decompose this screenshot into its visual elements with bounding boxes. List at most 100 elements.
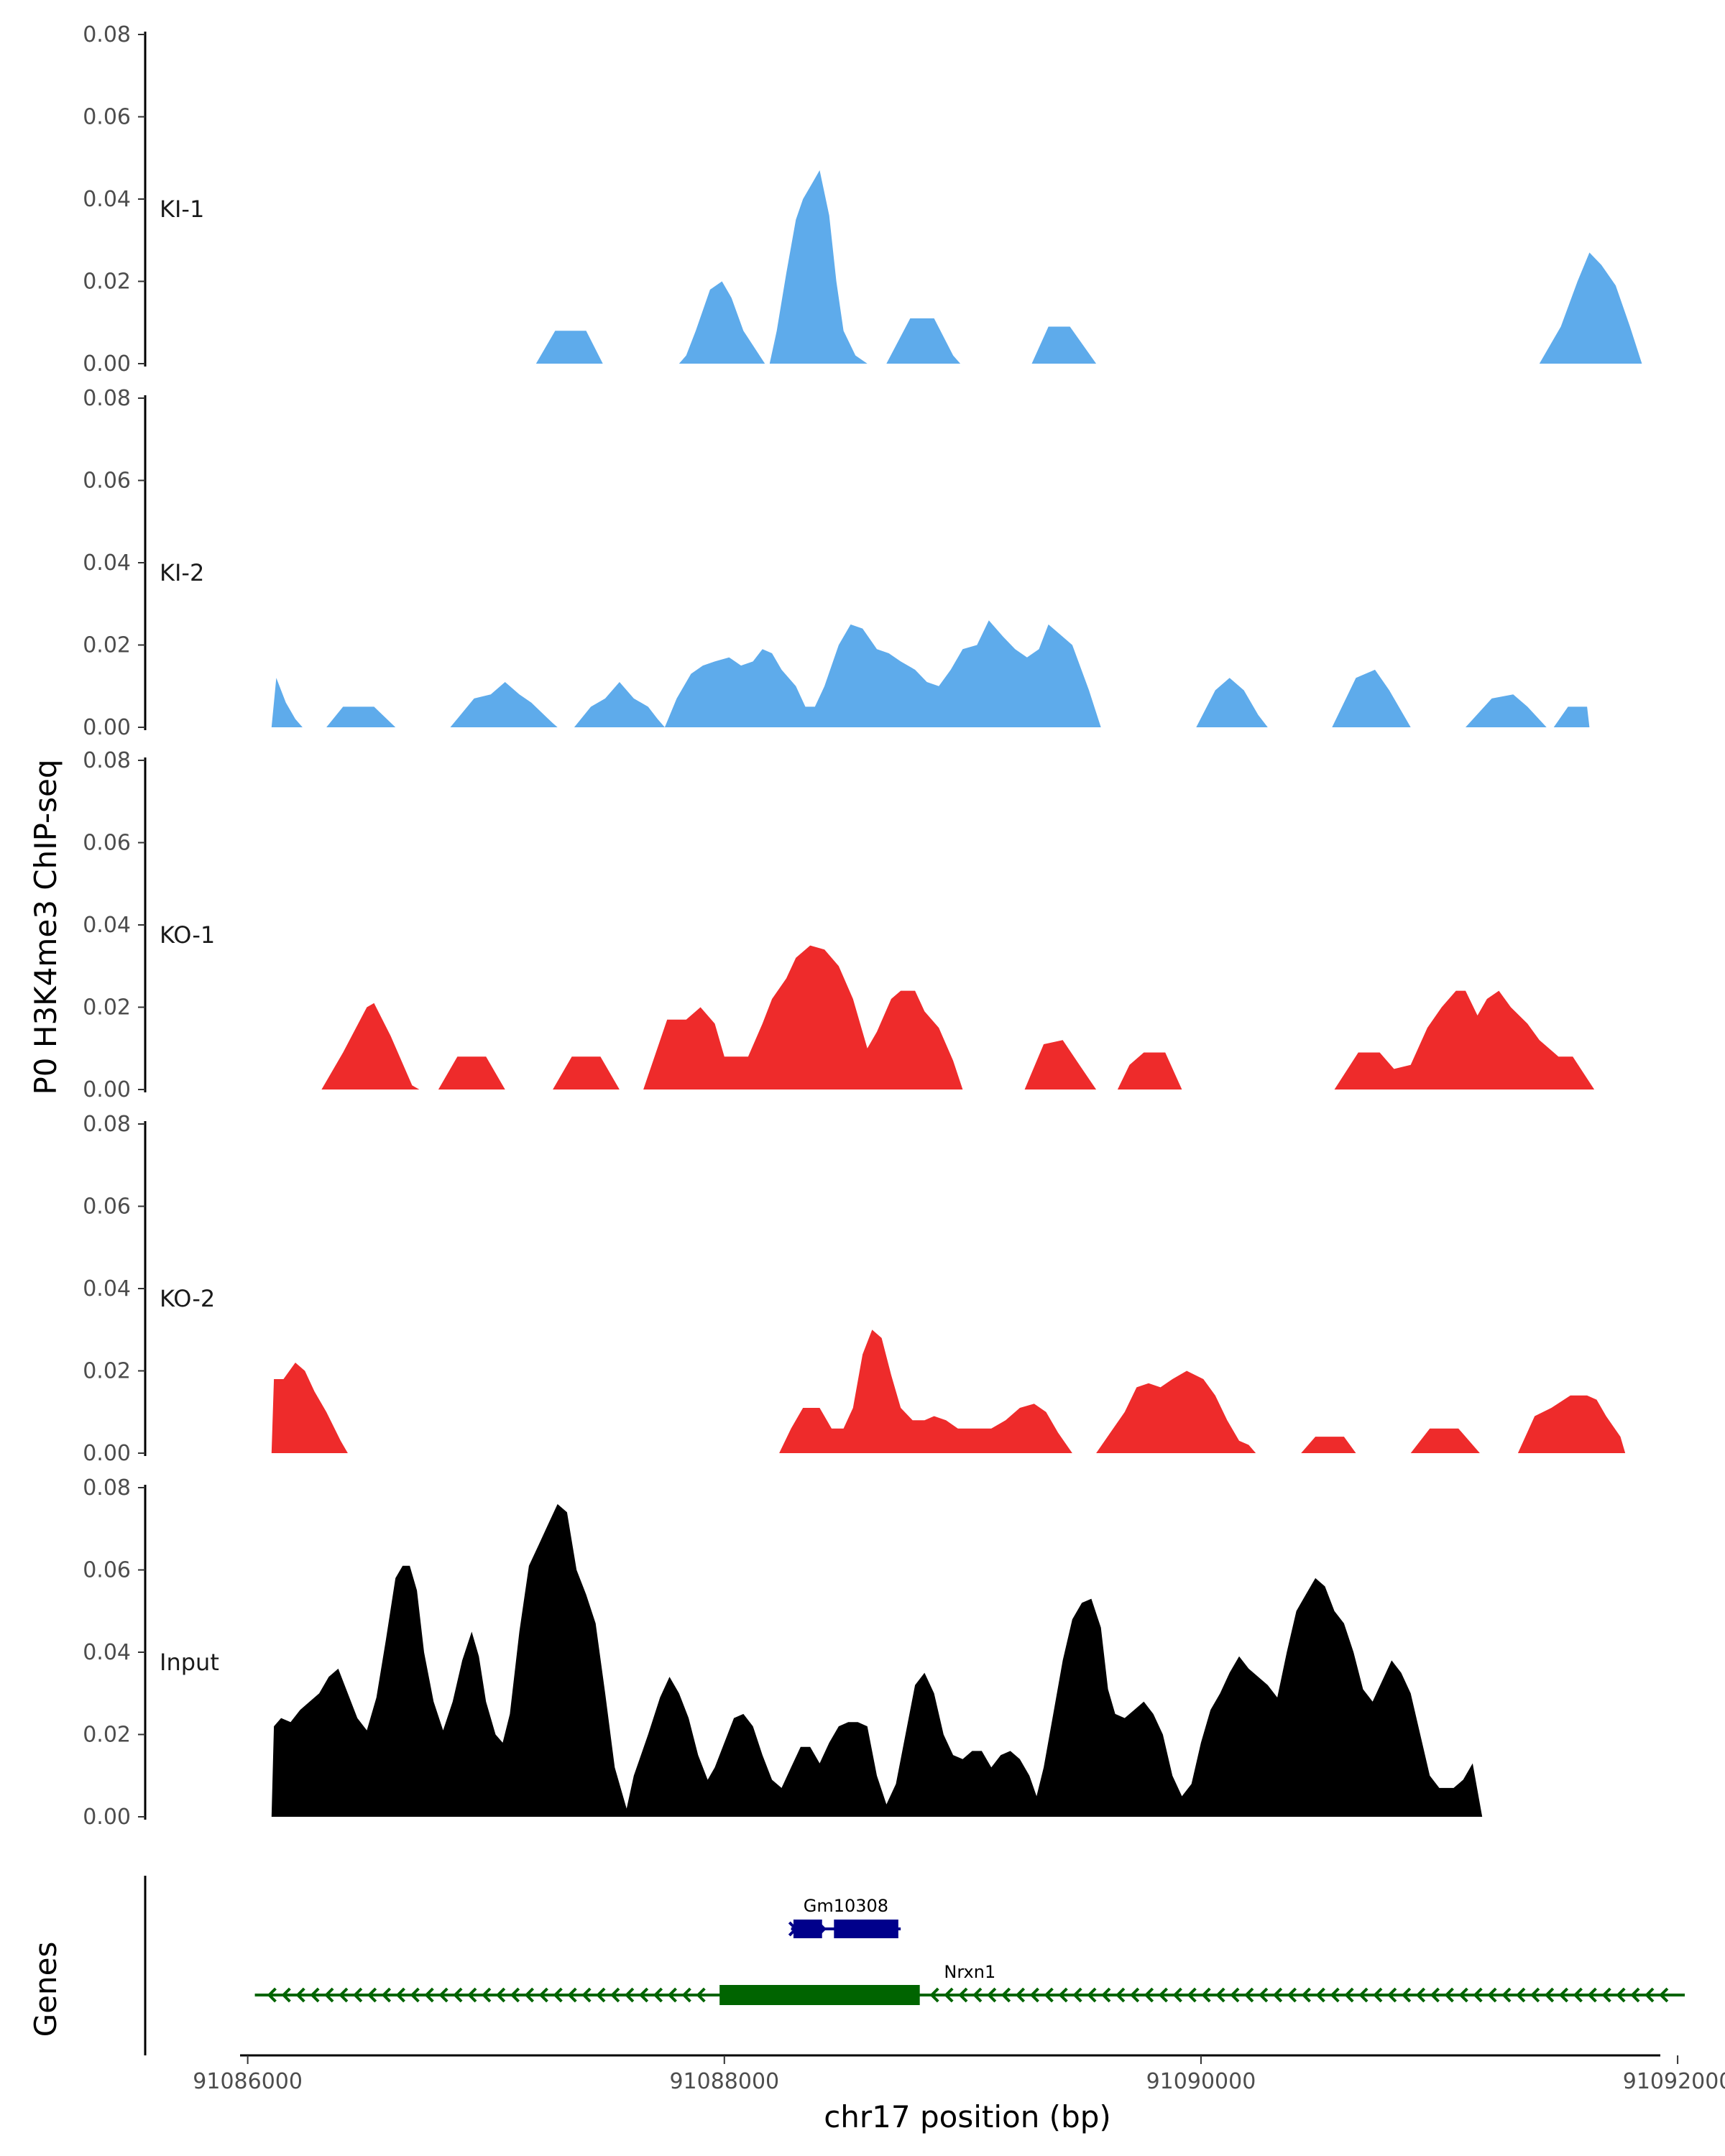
y-tick-label: 0.08 (83, 1475, 131, 1501)
y-tick-label: 0.04 (83, 550, 131, 576)
strand-arrow (1530, 1987, 1540, 2003)
gene-model: Gm10308 (788, 1896, 901, 1938)
strand-arrow (1029, 1987, 1039, 2003)
y-tick-label: 0.02 (83, 995, 131, 1021)
strand-arrow (581, 1987, 592, 2003)
strand-arrow (610, 1987, 620, 2003)
coverage-area (271, 1330, 1626, 1453)
strand-arrow (972, 1987, 983, 2003)
strand-arrow (553, 1987, 563, 2003)
strand-arrow (816, 1921, 827, 1937)
strand-arrow (495, 1987, 506, 2003)
strand-arrow (1158, 1987, 1168, 2003)
y-tick-label: 0.04 (83, 913, 131, 938)
strand-arrow (681, 1987, 691, 2003)
tracks-layer: 0.00 0.02 0.04 0.06 0.08 KI-1 0.00 0.02 0.04 0.06… (83, 22, 1642, 1830)
y-tick-label: 0.08 (83, 386, 131, 411)
strand-arrow (453, 1987, 463, 2003)
y-tick-label: 0.04 (83, 187, 131, 212)
strand-arrow (1601, 1987, 1611, 2003)
coverage-area (535, 170, 1642, 364)
strand-arrow (929, 1987, 939, 2003)
strand-arrow (1315, 1987, 1325, 2003)
strand-arrow (1659, 1987, 1669, 2003)
strand-arrow (267, 1987, 277, 2003)
y-tick-label: 0.06 (83, 1194, 131, 1220)
track-panel: 0.00 0.02 0.04 0.06 0.08 Input (83, 1475, 1483, 1830)
track-panel: 0.00 0.02 0.04 0.06 0.08 KO-2 (83, 1112, 1626, 1466)
strand-arrow (1487, 1987, 1497, 2003)
coverage-area (271, 620, 1590, 727)
track-label: KO-1 (160, 921, 215, 949)
strand-arrow (1187, 1987, 1197, 2003)
strand-arrow (1358, 1987, 1368, 2003)
y-tick-label: 0.08 (83, 748, 131, 773)
strand-arrow (958, 1987, 968, 2003)
strand-arrow (281, 1987, 291, 2003)
strand-arrow (1516, 1987, 1526, 2003)
strand-arrow (1444, 1987, 1454, 2003)
strand-arrow (567, 1987, 577, 2003)
strand-arrow (1015, 1987, 1026, 2003)
strand-arrow (1501, 1987, 1512, 2003)
strand-arrow (438, 1987, 448, 2003)
strand-arrow (944, 1987, 954, 2003)
y-tick-label: 0.04 (83, 1640, 131, 1665)
strand-arrow (1644, 1987, 1655, 2003)
strand-arrow (538, 1987, 548, 2003)
x-tick-label: 91090000 (1146, 2069, 1256, 2094)
strand-arrow (1272, 1987, 1283, 2003)
strand-arrow (1544, 1987, 1555, 2003)
strand-arrow (1301, 1987, 1311, 2003)
x-axis-title: chr17 position (bp) (824, 2099, 1111, 2134)
strand-arrow (510, 1987, 520, 2003)
strand-arrow (1458, 1987, 1468, 2003)
strand-arrow (1430, 1987, 1440, 2003)
y-tick-label: 0.00 (83, 1441, 131, 1466)
strand-arrow (1000, 1987, 1011, 2003)
y-tick-label: 0.02 (83, 633, 131, 658)
strand-arrow (1344, 1987, 1354, 2003)
strand-arrow (596, 1987, 606, 2003)
track-panel: 0.00 0.02 0.04 0.06 0.08 KI-2 (83, 386, 1590, 740)
strand-arrow (788, 1921, 799, 1937)
strand-arrow (1259, 1987, 1269, 2003)
coverage-area (271, 1503, 1483, 1817)
strand-arrow (1616, 1987, 1626, 2003)
strand-arrow (1473, 1987, 1483, 2003)
y-tick-label: 0.06 (83, 831, 131, 856)
gene-model: Nrxn1 (254, 1962, 1685, 2005)
strand-arrow (1630, 1987, 1640, 2003)
strand-arrow (310, 1987, 320, 2003)
strand-arrow (467, 1987, 477, 2003)
strand-arrow (1401, 1987, 1412, 2003)
y-tick-label: 0.02 (83, 270, 131, 295)
strand-arrow (482, 1987, 492, 2003)
strand-arrow (410, 1987, 420, 2003)
x-tick-label: 91088000 (669, 2069, 779, 2094)
gene-label: Gm10308 (804, 1896, 888, 1916)
y-tick-label: 0.00 (83, 1805, 131, 1830)
strand-arrow (625, 1987, 635, 2003)
strand-arrow (1116, 1987, 1126, 2003)
strand-arrow (524, 1987, 534, 2003)
strand-arrow (1415, 1987, 1426, 2003)
x-axis: 91086000 91088000 91090000 91092000 (193, 2054, 1725, 2094)
strand-arrow (1129, 1987, 1140, 2003)
strand-arrow (1244, 1987, 1254, 2003)
track-label: KO-2 (160, 1285, 215, 1312)
strand-arrow (1558, 1987, 1569, 2003)
strand-arrow (1101, 1987, 1111, 2003)
strand-arrow (1172, 1987, 1182, 2003)
strand-arrow (295, 1987, 305, 2003)
strand-arrow (653, 1987, 663, 2003)
strand-arrow (1072, 1987, 1082, 2003)
y-tick-label: 0.02 (83, 1359, 131, 1384)
strand-arrow (367, 1987, 377, 2003)
strand-arrow (638, 1987, 649, 2003)
strand-arrow (1230, 1987, 1240, 2003)
strand-arrow (1330, 1987, 1340, 2003)
y-tick-label: 0.04 (83, 1276, 131, 1302)
strand-arrow (667, 1987, 677, 2003)
genes-axis-title: Genes (28, 1942, 63, 2037)
